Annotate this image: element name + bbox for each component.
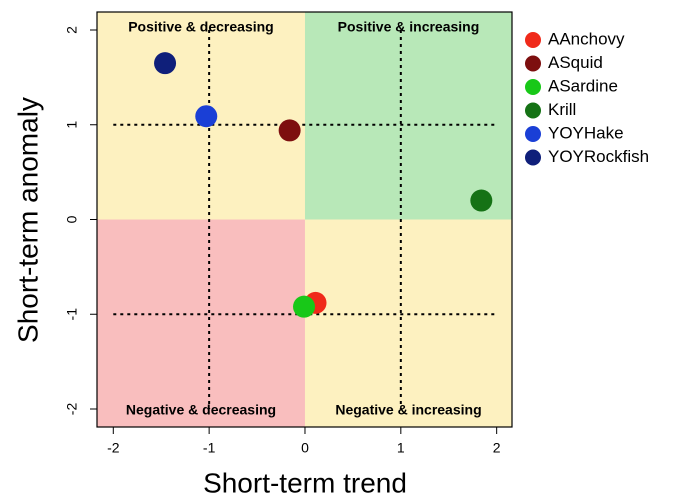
y-tick-label: 2 [64,26,80,34]
legend-label: YOYRockfish [548,147,649,166]
y-axis-title: Short-term anomaly [12,97,43,343]
quadrant-label: Positive & decreasing [128,19,274,35]
legend-marker [525,79,541,95]
legend-marker [525,55,541,72]
legend-label: ASquid [548,53,603,72]
legend-label: ASardine [548,76,618,95]
quadrant [97,219,305,427]
legend-marker [525,149,541,166]
x-tick-label: 2 [493,440,501,456]
legend-marker [525,102,541,119]
x-axis-title: Short-term trend [203,467,407,498]
y-tick-label: 1 [64,121,80,129]
point [154,52,177,75]
x-tick-label: -1 [203,440,216,456]
x-tick-label: -2 [107,440,120,456]
legend-label: Krill [548,100,576,119]
legend-marker [525,32,541,48]
quadrant-label: Positive & increasing [338,19,480,35]
point [293,295,316,318]
point [195,105,218,128]
legend-marker [525,126,541,142]
legend-label: AAnchovy [548,29,625,48]
quadrant-label: Negative & decreasing [126,402,276,418]
quadrant-label: Negative & increasing [335,402,481,418]
x-tick-label: 1 [397,440,405,456]
y-tick-label: -2 [64,403,80,416]
legend-label: YOYHake [548,123,624,142]
x-tick-label: 0 [301,440,309,456]
quadrant [304,219,512,427]
quadrant [304,12,512,220]
point [470,189,493,212]
y-tick-label: -1 [64,308,80,321]
point [278,119,301,142]
plot-area: Positive & decreasing Positive & increasi… [64,11,513,456]
y-tick-label: 0 [64,215,80,223]
